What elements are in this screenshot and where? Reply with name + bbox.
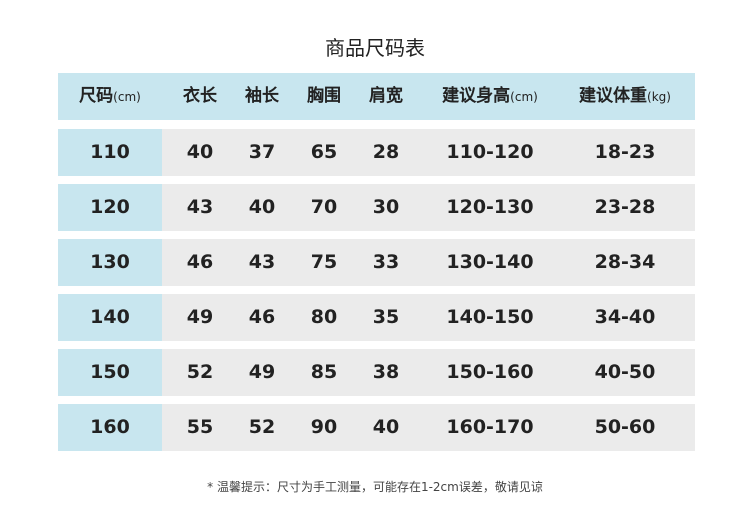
header-length: 衣长 (183, 73, 217, 120)
size-cell-bg (58, 184, 162, 231)
cell-chest: 65 (310, 141, 338, 163)
cell-shoulder: 28 (372, 141, 400, 163)
cell-length: 43 (186, 196, 214, 218)
cell-size: 150 (90, 361, 130, 383)
header-shoulder: 肩宽 (369, 73, 403, 120)
header-label: 衣长 (183, 86, 217, 106)
cell-sleeve: 46 (248, 306, 276, 328)
header-sleeve: 袖长 (245, 73, 279, 120)
header-unit: (cm) (510, 90, 538, 104)
cell-chest: 75 (310, 251, 338, 273)
header-chest: 胸围 (307, 73, 341, 120)
cell-height: 110-120 (446, 141, 534, 163)
cell-weight: 23-28 (594, 196, 656, 218)
cell-chest: 70 (310, 196, 338, 218)
table-row: 110 40 37 65 28 110-120 18-23 (58, 129, 695, 176)
header-weight: 建议体重(kg) (579, 73, 671, 120)
cell-height: 140-150 (446, 306, 534, 328)
header-label: 尺码 (79, 86, 114, 106)
cell-length: 40 (186, 141, 214, 163)
size-cell-bg (58, 349, 162, 396)
cell-chest: 90 (310, 416, 338, 438)
cell-weight: 18-23 (594, 141, 656, 163)
cell-sleeve: 52 (248, 416, 276, 438)
cell-shoulder: 33 (372, 251, 400, 273)
table-row: 150 52 49 85 38 150-160 40-50 (58, 349, 695, 396)
header-label: 肩宽 (369, 86, 403, 106)
footnote: * 温馨提示：尺寸为手工测量，可能存在1-2cm误差，敬请见谅 (207, 480, 543, 494)
cell-length: 46 (186, 251, 214, 273)
header-size: 尺码(cm) (79, 73, 141, 120)
cell-shoulder: 38 (372, 361, 400, 383)
header-unit: (cm) (113, 90, 141, 104)
cell-shoulder: 35 (372, 306, 400, 328)
cell-chest: 80 (310, 306, 338, 328)
cell-weight: 40-50 (594, 361, 656, 383)
cell-shoulder: 30 (372, 196, 400, 218)
cell-length: 49 (186, 306, 214, 328)
cell-size: 130 (90, 251, 130, 273)
header-row: 尺码(cm) 衣长 袖长 胸围 肩宽 建议身高(cm) 建议体重(kg) (58, 73, 695, 120)
table-row: 120 43 40 70 30 120-130 23-28 (58, 184, 695, 231)
cell-chest: 85 (310, 361, 338, 383)
cell-height: 120-130 (446, 196, 534, 218)
cell-size: 160 (90, 416, 130, 438)
header-label: 胸围 (307, 86, 341, 106)
header-label: 建议体重 (579, 86, 648, 106)
size-cell-bg (58, 404, 162, 451)
cell-weight: 28-34 (594, 251, 656, 273)
cell-height: 130-140 (446, 251, 534, 273)
header-unit: (kg) (647, 90, 671, 104)
size-cell-bg (58, 129, 162, 176)
cell-height: 150-160 (446, 361, 534, 383)
cell-length: 52 (186, 361, 214, 383)
cell-height: 160-170 (446, 416, 534, 438)
header-label: 袖长 (245, 86, 279, 106)
cell-shoulder: 40 (372, 416, 400, 438)
cell-weight: 50-60 (594, 416, 656, 438)
page-title: 商品尺码表 (325, 36, 425, 60)
cell-sleeve: 49 (248, 361, 276, 383)
cell-size: 140 (90, 306, 130, 328)
cell-size: 120 (90, 196, 130, 218)
cell-sleeve: 40 (248, 196, 276, 218)
cell-sleeve: 37 (248, 141, 276, 163)
cell-weight: 34-40 (594, 306, 656, 328)
cell-sleeve: 43 (248, 251, 276, 273)
header-label: 建议身高 (442, 86, 511, 106)
table-row: 160 55 52 90 40 160-170 50-60 (58, 404, 695, 451)
table-row: 140 49 46 80 35 140-150 34-40 (58, 294, 695, 341)
header-height: 建议身高(cm) (442, 73, 538, 120)
cell-size: 110 (90, 141, 130, 163)
table-row: 130 46 43 75 33 130-140 28-34 (58, 239, 695, 286)
size-cell-bg (58, 294, 162, 341)
size-cell-bg (58, 239, 162, 286)
cell-length: 55 (186, 416, 214, 438)
